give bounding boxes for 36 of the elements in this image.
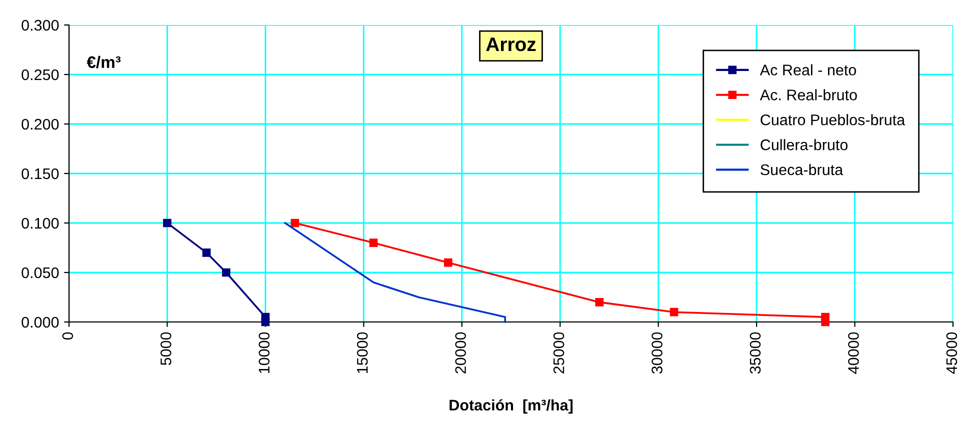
y-tick-label: 0.250	[22, 69, 59, 80]
y-tick-label: 0.200	[22, 118, 59, 130]
point	[290, 218, 300, 228]
x-tick-label: 15000	[356, 332, 368, 374]
y-tick-label: 0.300	[22, 20, 59, 31]
point	[222, 268, 230, 277]
point	[202, 248, 211, 257]
y-tick-label: 0.100	[22, 218, 59, 229]
x-axis-title: Dotación [m³/ha]	[450, 399, 573, 414]
legend-label: Ac. Real-bruto	[760, 89, 857, 100]
x-tick-label: 40000	[848, 332, 859, 374]
point	[821, 318, 830, 326]
legend-label: Cullera-bruto	[760, 139, 848, 150]
x-tick-label: 25000	[553, 332, 564, 374]
legend-label: Cuatro Pueblos-bruta	[760, 114, 906, 126]
point	[163, 218, 172, 228]
y-tick-label: 0.050	[22, 267, 59, 278]
point	[670, 308, 678, 316]
x-tick-label: 45000	[946, 332, 958, 374]
x-tick-label: 10000	[258, 332, 270, 374]
point	[369, 238, 378, 247]
x-tick-label: 35000	[750, 332, 761, 374]
annotation: €/m³	[86, 56, 121, 68]
legend-label: Ac Real - neto	[760, 64, 856, 76]
x-tick-label: 5000	[160, 332, 172, 366]
y-tick-label: 0.000	[22, 316, 59, 328]
legend-label: Sueca-bruta	[760, 164, 844, 176]
point	[595, 298, 604, 306]
x-tick-label: 30000	[652, 332, 662, 374]
chart-title: Arroz	[486, 38, 536, 52]
point	[261, 318, 270, 326]
x-tick-label: 20000	[455, 332, 466, 374]
x-tick-label: 0	[62, 332, 74, 340]
point	[444, 258, 452, 267]
line-series	[284, 222, 506, 323]
y-tick-label: 0.150	[22, 168, 59, 180]
